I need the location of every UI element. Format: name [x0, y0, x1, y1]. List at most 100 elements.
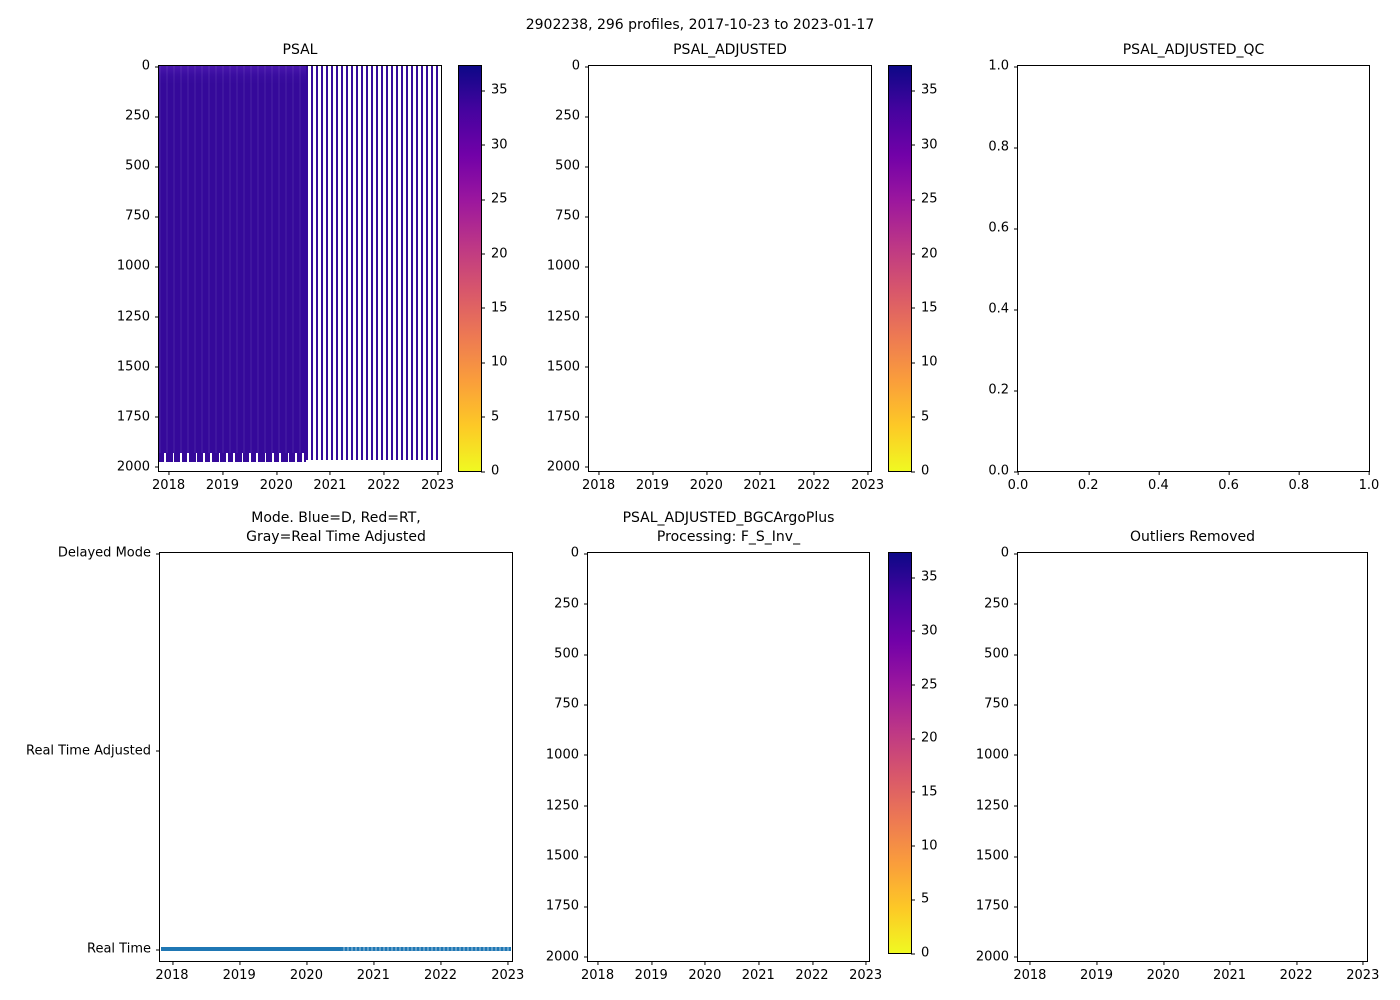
- psal-heatmap-dense-bottom-edge: [159, 453, 306, 462]
- tick-label: 1500: [545, 848, 589, 864]
- psal-adjusted-y-axis: 0 250 500 750 1000 1250 1500 1750 2000: [439, 59, 590, 475]
- tick-label: 0: [571, 58, 590, 74]
- tick-label: 35: [911, 82, 938, 98]
- psal-adjusted-qc-x-axis: 0.0 0.2 0.4 0.6 0.8 1.0: [1008, 471, 1379, 497]
- psal-colorbar: 35 30 25 20 15 10 5 0: [458, 65, 508, 479]
- tick-label: 2020: [1146, 961, 1180, 983]
- psal-adjusted-colorbar: 35 30 25 20 15 10 5 0: [888, 65, 938, 479]
- psal-colorbar-ticks: 35 30 25 20 15 10 5 0: [480, 66, 541, 479]
- outliers-plot: Outliers Removed 2018 2019 2020 2021 2022 202…: [976, 529, 1379, 983]
- psal-adjusted-x-axis: 2018 2019 2020 2021 2022 2023: [582, 471, 884, 497]
- tick-label: 2018: [581, 961, 615, 983]
- tick-label: 2022: [367, 471, 401, 493]
- psal-adjusted-qc-plot: PSAL_ADJUSTED_QC 0.0 0.2 0.4 0.6 0.8 1.0 1.0 0…: [988, 42, 1379, 493]
- tick-label: 20: [911, 246, 938, 261]
- tick-label: 5: [910, 891, 930, 907]
- tick-label: 2020: [688, 961, 722, 983]
- psal-plot: PSAL 2018 2019 2020 2021 2022 2023 0 250 500 750…: [117, 42, 454, 493]
- tick-label: 500: [125, 158, 159, 174]
- tick-label: 2018: [152, 471, 186, 493]
- tick-label: 30: [911, 623, 938, 639]
- tick-label: 2000: [545, 949, 589, 965]
- tick-label: 500: [554, 646, 588, 662]
- tick-label: 2019: [635, 471, 669, 493]
- tick-label: 2019: [205, 471, 239, 493]
- psal-heatmap-dense-region: [159, 66, 306, 454]
- tick-label: 0.2: [988, 382, 1018, 398]
- psal-adjusted-title: PSAL_ADJUSTED: [673, 42, 787, 58]
- tick-label: 2020: [259, 471, 293, 493]
- mode-realtime-line: [161, 947, 511, 952]
- tick-label: 750: [984, 696, 1018, 712]
- psal-x-axis: 2018 2019 2020 2021 2022 2023: [152, 471, 454, 497]
- tick-label: 1000: [546, 258, 590, 274]
- tick-label: 2020: [289, 961, 323, 983]
- tick-label: 0.0: [1007, 471, 1029, 493]
- tick-label: 2000: [975, 949, 1019, 965]
- psal-adjusted-qc-title: PSAL_ADJUSTED_QC: [1122, 42, 1265, 58]
- tick-label: 2019: [634, 961, 668, 983]
- bgc-colorbar-ticks: 35 30 25 20 15 10 5 0: [910, 553, 971, 961]
- tick-label: 0: [910, 463, 930, 479]
- tick-label: Delayed Mode: [57, 545, 161, 561]
- tick-label: 2022: [423, 961, 458, 983]
- outliers-title: Outliers Removed: [1130, 529, 1255, 545]
- tick-label: 2023: [849, 961, 883, 983]
- tick-label: 750: [554, 696, 588, 712]
- tick-label: 0: [141, 58, 160, 74]
- tick-label: 2019: [1079, 961, 1114, 983]
- tick-label: 500: [984, 646, 1018, 662]
- tick-label: 2021: [356, 961, 390, 983]
- tick-label: 15: [911, 784, 938, 800]
- tick-label: 250: [984, 596, 1018, 612]
- tick-label: 2023: [1346, 961, 1380, 983]
- tick-label: 1250: [116, 309, 160, 325]
- bgc-title: PSAL_ADJUSTED_BGCArgoPlus Processing: F_…: [622, 510, 835, 545]
- tick-label: 35: [911, 569, 938, 585]
- tick-label: 250: [555, 108, 589, 124]
- tick-label: 25: [481, 191, 508, 207]
- tick-label: 1250: [545, 798, 589, 814]
- psal-heatmap-sparse-region: [305, 66, 440, 461]
- tick-label: 2021: [313, 471, 347, 493]
- tick-label: 0.2: [1077, 471, 1099, 493]
- tick-label: 500: [555, 158, 589, 174]
- bgc-y-axis: 0 250 500 750 1000 1250 1500 1750 2000: [438, 546, 589, 965]
- tick-label: 250: [554, 596, 588, 612]
- tick-label: 2021: [1212, 961, 1247, 983]
- tick-label: 750: [125, 208, 159, 224]
- mode-y-axis: Delayed Mode Real Time Adjusted Real Time: [10, 546, 161, 961]
- bgc-x-axis: 2018 2019 2020 2021 2022 2023: [581, 961, 882, 987]
- tick-label: 15: [481, 300, 508, 316]
- tick-label: 25: [911, 191, 938, 207]
- tick-label: 30: [481, 137, 508, 153]
- outliers-y-axis: 0 250 500 750 1000 1250 1500 1750 2000: [868, 546, 1019, 965]
- tick-label: 1750: [975, 898, 1019, 914]
- mode-plot: Mode. Blue=D, Red=RT, Gray=Real Time Adj…: [26, 510, 524, 983]
- psal-title: PSAL: [282, 42, 318, 58]
- bgc-colorbar: 35 30 25 20 15 10 5 0: [888, 552, 938, 961]
- tick-label: 0: [480, 463, 500, 479]
- tick-label: 2022: [1279, 961, 1313, 983]
- tick-label: 0.8: [1288, 471, 1310, 493]
- tick-label: 2020: [689, 471, 723, 493]
- tick-label: 0.0: [988, 463, 1018, 479]
- tick-label: 1500: [546, 359, 590, 375]
- tick-label: 2000: [546, 459, 590, 475]
- tick-label: 10: [481, 354, 508, 370]
- psal-y-axis: 0 250 500 750 1000 1250 1500 1750 2000: [9, 59, 160, 474]
- tick-label: 2018: [155, 961, 189, 983]
- tick-label: 5: [480, 409, 500, 425]
- tick-label: 0.6: [1218, 471, 1239, 493]
- tick-label: 2023: [851, 471, 885, 493]
- tick-label: 10: [911, 838, 938, 854]
- tick-label: 250: [125, 108, 159, 124]
- tick-label: 2023: [421, 471, 455, 493]
- tick-label: 0: [1000, 545, 1019, 561]
- tick-label: 10: [911, 354, 938, 370]
- tick-label: 30: [911, 137, 938, 153]
- psal-adjusted-qc-y-axis: 1.0 0.8 0.6 0.4 0.2 0.0: [868, 59, 1018, 479]
- mode-title: Mode. Blue=D, Red=RT, Gray=Real Time Adj…: [246, 510, 426, 545]
- tick-label: Real Time: [87, 941, 160, 957]
- tick-label: 1750: [545, 898, 589, 914]
